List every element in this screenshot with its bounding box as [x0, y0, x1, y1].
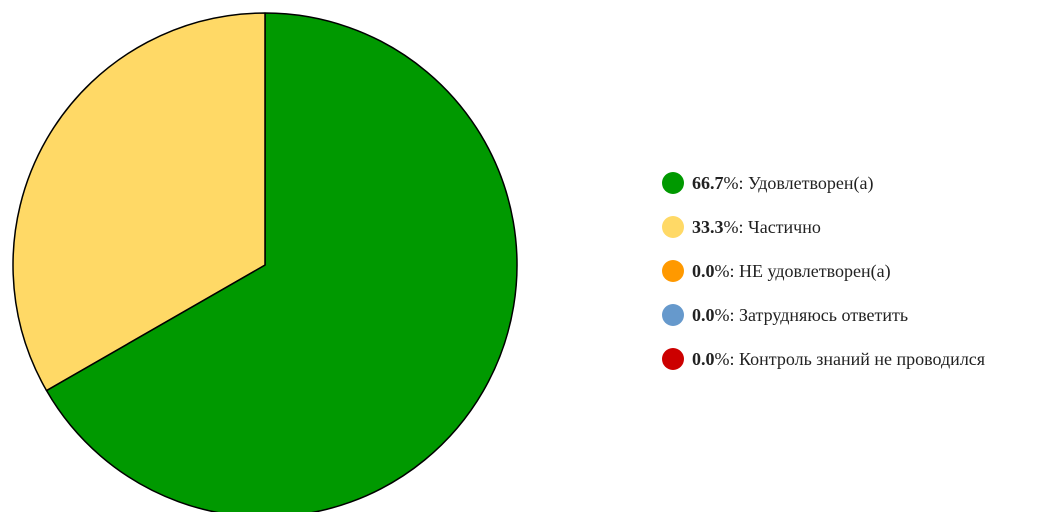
legend-sep-1: %: — [723, 173, 748, 193]
legend-text-4: 0.0%: Затрудняюсь ответить — [692, 304, 908, 326]
legend-sep-2: %: — [723, 217, 748, 237]
legend-dot-1 — [662, 172, 684, 194]
legend-label-3: НЕ удовлетворен(а) — [739, 261, 891, 281]
legend-dot-2 — [662, 216, 684, 238]
legend-item-4: 0.0%: Затрудняюсь ответить — [662, 304, 1064, 326]
legend-sep-3: %: — [714, 261, 739, 281]
legend-label-2: Частично — [748, 217, 821, 237]
pie-slices — [12, 12, 518, 512]
legend-sep-4: %: — [714, 305, 739, 325]
legend-item-1: 66.7%: Удовлетворен(а) — [662, 172, 1064, 194]
legend-dot-4 — [662, 304, 684, 326]
pie-slice-2 — [12, 12, 266, 392]
legend-text-5: 0.0%: Контроль знаний не проводился — [692, 348, 985, 370]
pie-slice-1 — [45, 12, 518, 512]
legend-pct-4: 0.0 — [692, 305, 715, 325]
legend-pct-5: 0.0 — [692, 349, 715, 369]
legend-pct-2: 33.3 — [692, 217, 724, 237]
legend-text-2: 33.3%: Частично — [692, 216, 821, 238]
legend-item-2: 33.3%: Частично — [662, 216, 1064, 238]
legend-dot-3 — [662, 260, 684, 282]
legend-label-4: Затрудняюсь ответить — [739, 305, 909, 325]
legend-item-3: 0.0%: НЕ удовлетворен(а) — [662, 260, 1064, 282]
legend-pct-3: 0.0 — [692, 261, 715, 281]
legend-pct-1: 66.7 — [692, 173, 724, 193]
legend-sep-5: %: — [714, 349, 739, 369]
chart-legend: 66.7%: Удовлетворен(а) 33.3%: Частично 0… — [662, 172, 1064, 392]
legend-item-5: 0.0%: Контроль знаний не проводился — [662, 348, 1064, 370]
legend-label-1: Удовлетворен(а) — [748, 173, 874, 193]
legend-label-5: Контроль знаний не проводился — [739, 349, 986, 369]
legend-text-1: 66.7%: Удовлетворен(а) — [692, 172, 873, 194]
legend-dot-5 — [662, 348, 684, 370]
legend-text-3: 0.0%: НЕ удовлетворен(а) — [692, 260, 891, 282]
